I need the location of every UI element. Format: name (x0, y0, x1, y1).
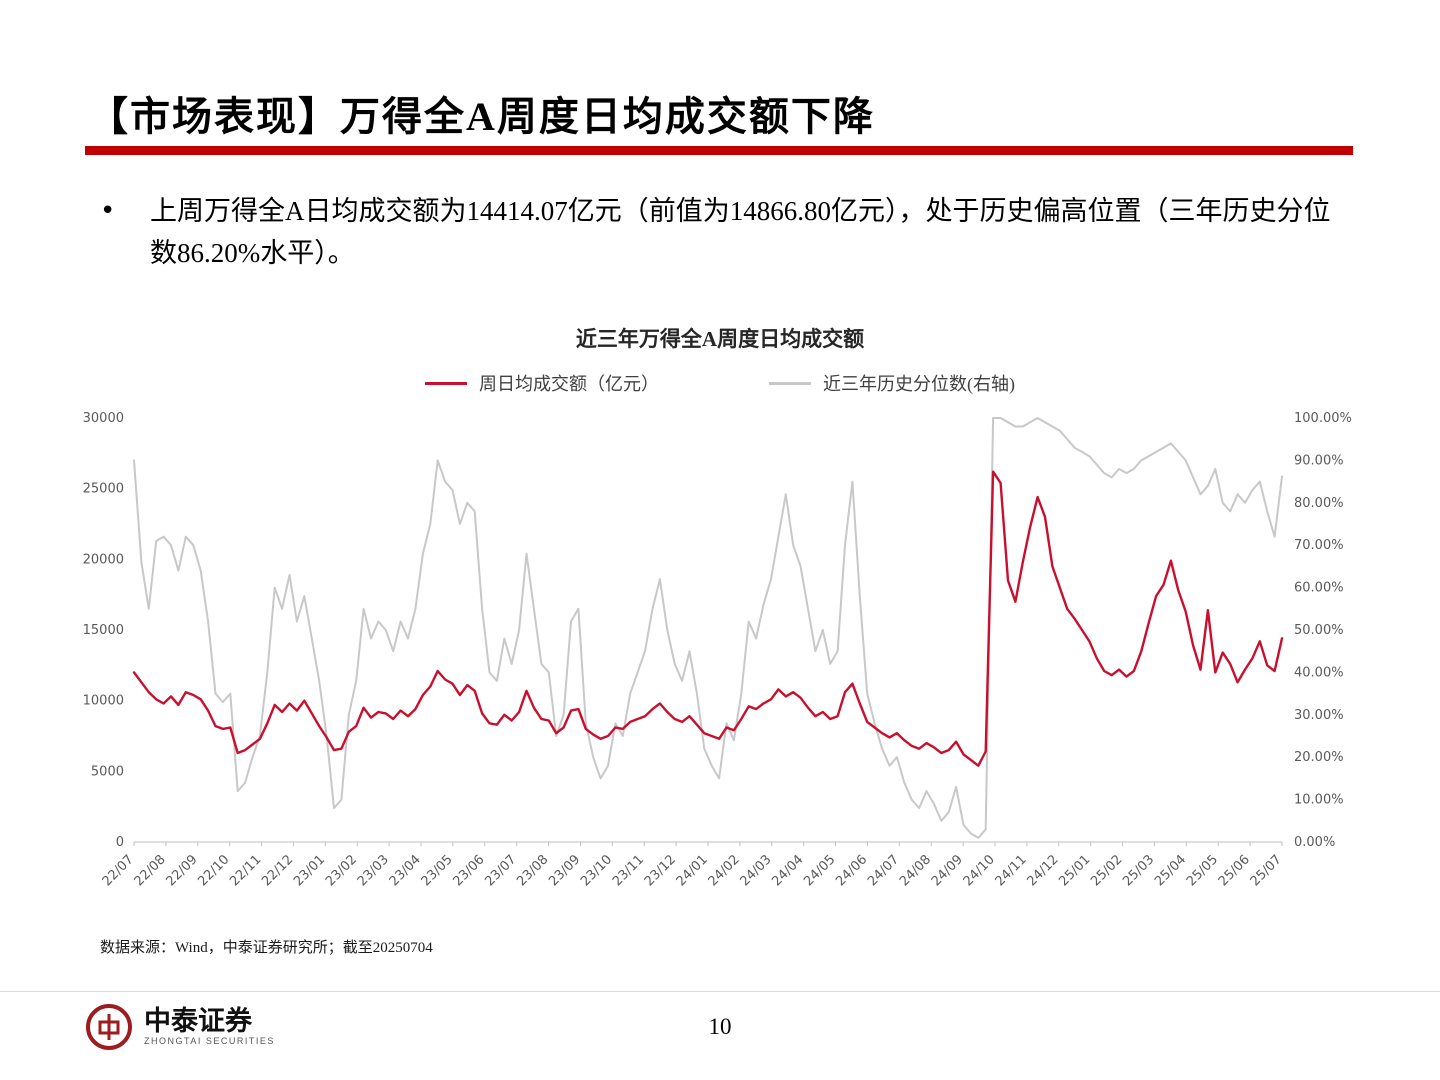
svg-text:22/12: 22/12 (259, 852, 296, 889)
svg-text:23/11: 23/11 (610, 852, 647, 889)
legend-item-percentile: 近三年历史分位数(右轴) (769, 370, 1015, 396)
svg-text:24/05: 24/05 (801, 852, 838, 889)
svg-text:80.00%: 80.00% (1294, 496, 1344, 511)
bullet-marker: • (100, 196, 116, 226)
zhongtai-logo-mark (86, 1004, 132, 1050)
footer-divider (0, 991, 1440, 992)
page-title: 【市场表现】万得全A周度日均成交额下降 (88, 94, 875, 139)
turnover-chart-svg: 0 5000 10000 15000 20000 25000 30000 0.00% 10.00… (83, 411, 1352, 889)
svg-text:60.00%: 60.00% (1294, 581, 1344, 596)
svg-text:24/02: 24/02 (706, 852, 743, 889)
svg-text:22/08: 22/08 (132, 852, 169, 889)
svg-text:23/05: 23/05 (419, 852, 456, 889)
svg-text:23/01: 23/01 (291, 852, 328, 889)
source-note: 数据来源：Wind，中泰证券研究所；截至20250704 (100, 940, 433, 956)
svg-text:24/10: 24/10 (961, 852, 998, 889)
svg-text:23/10: 23/10 (578, 852, 615, 889)
svg-text:22/09: 22/09 (164, 852, 201, 889)
legend-label-percentile: 近三年历史分位数(右轴) (823, 374, 1015, 394)
svg-text:23/03: 23/03 (355, 852, 392, 889)
logo-texts: 中泰证券 ZHONGTAI SECURITIES (144, 1007, 275, 1047)
svg-text:24/08: 24/08 (897, 852, 934, 889)
chart-legend: 周日均成交额（亿元） 近三年历史分位数(右轴) (100, 370, 1340, 396)
svg-text:23/04: 23/04 (387, 852, 424, 889)
svg-text:23/06: 23/06 (451, 852, 488, 889)
svg-text:24/01: 24/01 (674, 852, 711, 889)
svg-text:30.00%: 30.00% (1294, 708, 1344, 723)
legend-item-turnover: 周日均成交额（亿元） (425, 370, 659, 396)
svg-text:10000: 10000 (83, 694, 124, 709)
logo-name: 中泰证券 (144, 1006, 252, 1037)
svg-text:22/10: 22/10 (195, 852, 232, 889)
svg-text:20000: 20000 (83, 552, 124, 567)
svg-text:50.00%: 50.00% (1294, 623, 1344, 638)
svg-text:25/01: 25/01 (1056, 852, 1093, 889)
svg-text:25/04: 25/04 (1152, 852, 1189, 889)
logo-subtitle: ZHONGTAI SECURITIES (144, 1036, 275, 1047)
svg-text:25/02: 25/02 (1088, 852, 1125, 889)
legend-label-turnover: 周日均成交额（亿元） (479, 374, 659, 394)
svg-text:24/09: 24/09 (929, 852, 966, 889)
svg-text:24/03: 24/03 (738, 852, 775, 889)
svg-text:24/04: 24/04 (769, 852, 806, 889)
svg-text:23/09: 23/09 (546, 852, 583, 889)
svg-text:22/07: 22/07 (100, 852, 137, 889)
svg-text:23/12: 23/12 (642, 852, 679, 889)
title-underline (85, 146, 1353, 155)
svg-text:23/08: 23/08 (514, 852, 551, 889)
svg-text:25/03: 25/03 (1120, 852, 1157, 889)
svg-text:70.00%: 70.00% (1294, 538, 1344, 553)
svg-text:0: 0 (116, 835, 124, 850)
turnover-chart: 0 5000 10000 15000 20000 25000 30000 0.00% 10.00… (72, 402, 1368, 922)
svg-text:20.00%: 20.00% (1294, 750, 1344, 765)
svg-text:23/02: 23/02 (323, 852, 360, 889)
svg-text:25/05: 25/05 (1184, 852, 1221, 889)
svg-text:24/12: 24/12 (1025, 852, 1062, 889)
page-number: 10 (708, 1014, 732, 1039)
svg-text:90.00%: 90.00% (1294, 453, 1344, 468)
svg-text:22/11: 22/11 (227, 852, 264, 889)
svg-text:25/06: 25/06 (1216, 852, 1253, 889)
svg-text:24/11: 24/11 (993, 852, 1030, 889)
svg-text:25/07: 25/07 (1248, 852, 1285, 889)
svg-text:100.00%: 100.00% (1294, 411, 1352, 426)
svg-text:10.00%: 10.00% (1294, 793, 1344, 808)
svg-text:40.00%: 40.00% (1294, 665, 1344, 680)
bullet-text: 上周万得全A日均成交额为14414.07亿元（前值为14866.80亿元），处于… (150, 196, 1331, 268)
svg-text:15000: 15000 (83, 623, 124, 638)
chart-title: 近三年万得全A周度日均成交额 (575, 327, 865, 351)
percentile-line-swatch (769, 381, 811, 385)
zhongtai-logo: 中泰证券 ZHONGTAI SECURITIES (84, 1002, 275, 1052)
svg-text:5000: 5000 (91, 764, 124, 779)
svg-text:25000: 25000 (83, 482, 124, 497)
summary-bullet: • 上周万得全A日均成交额为14414.07亿元（前值为14866.80亿元），… (100, 190, 1350, 274)
svg-text:0.00%: 0.00% (1294, 835, 1335, 850)
svg-text:30000: 30000 (83, 411, 124, 426)
svg-text:23/07: 23/07 (482, 852, 519, 889)
svg-text:24/07: 24/07 (865, 852, 902, 889)
svg-text:24/06: 24/06 (833, 852, 870, 889)
turnover-line-swatch (425, 381, 467, 385)
